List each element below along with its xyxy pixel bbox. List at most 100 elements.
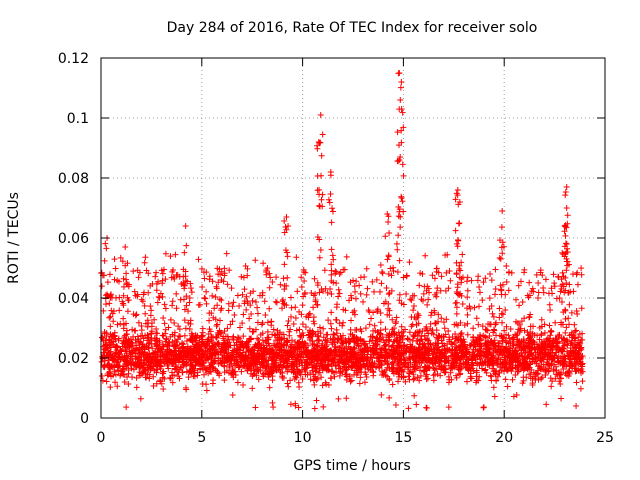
data-point <box>548 327 555 334</box>
data-point <box>171 348 178 355</box>
data-point <box>246 315 253 322</box>
data-point <box>259 362 266 369</box>
data-point <box>334 301 341 308</box>
data-point <box>129 340 136 347</box>
y-tick-label: 0.04 <box>58 291 89 307</box>
data-point <box>378 352 385 359</box>
data-point <box>500 243 507 250</box>
data-point <box>443 316 450 323</box>
data-point <box>385 213 392 220</box>
data-point <box>475 303 482 310</box>
data-point <box>553 295 560 302</box>
data-point <box>426 363 433 370</box>
data-point <box>140 335 147 342</box>
data-point <box>319 382 326 389</box>
data-point <box>563 184 570 190</box>
data-point <box>168 274 175 281</box>
data-point <box>306 328 313 335</box>
data-point <box>538 323 545 330</box>
data-point <box>120 325 127 332</box>
data-point <box>260 371 267 378</box>
data-point <box>555 358 562 365</box>
data-point <box>237 343 244 350</box>
data-point <box>499 311 506 318</box>
data-point <box>301 289 308 296</box>
data-point <box>424 347 431 354</box>
data-point <box>395 232 402 239</box>
data-point <box>383 349 390 356</box>
data-point <box>555 273 562 280</box>
data-point <box>327 375 334 382</box>
data-point <box>183 338 190 345</box>
data-point <box>179 344 186 351</box>
data-point <box>481 341 488 348</box>
data-point <box>240 381 247 388</box>
data-point <box>563 341 570 348</box>
data-point <box>409 321 416 328</box>
data-point <box>341 361 348 368</box>
data-point <box>395 158 402 165</box>
data-point <box>103 245 110 252</box>
data-point <box>467 370 474 377</box>
data-point <box>120 302 127 309</box>
data-point <box>153 280 160 287</box>
data-point <box>468 277 475 284</box>
data-point <box>305 342 312 349</box>
data-point <box>475 321 482 328</box>
data-point <box>520 374 527 381</box>
data-point <box>237 324 244 331</box>
data-point <box>319 367 326 374</box>
data-point <box>203 366 210 373</box>
data-point <box>112 336 119 343</box>
data-point <box>133 342 140 349</box>
data-point <box>154 353 161 360</box>
data-point <box>500 368 507 375</box>
data-point <box>241 286 248 293</box>
data-point <box>514 368 521 375</box>
data-point <box>355 342 362 349</box>
data-point <box>513 341 520 348</box>
data-point <box>134 291 141 298</box>
data-point <box>143 267 150 274</box>
data-point <box>464 294 471 301</box>
data-point <box>571 365 578 372</box>
data-point <box>415 345 422 352</box>
data-point <box>502 337 509 344</box>
data-point <box>208 368 215 375</box>
data-point <box>423 355 430 362</box>
data-point <box>203 341 210 348</box>
data-point <box>333 326 340 333</box>
data-point <box>488 303 495 310</box>
data-point <box>203 288 210 295</box>
data-point <box>348 317 355 324</box>
data-point <box>120 371 127 378</box>
data-point <box>169 360 176 367</box>
data-point <box>229 365 236 372</box>
data-point <box>361 348 368 355</box>
data-point <box>396 257 403 264</box>
data-point <box>530 373 537 380</box>
data-point <box>107 323 114 330</box>
data-point <box>262 312 269 319</box>
data-point <box>159 293 166 300</box>
data-point <box>210 359 217 366</box>
data-point <box>182 384 189 391</box>
data-point <box>515 282 522 289</box>
data-point <box>160 343 167 350</box>
data-point <box>216 317 223 324</box>
data-point <box>175 373 182 380</box>
data-point <box>123 404 130 411</box>
data-point <box>386 290 393 297</box>
data-point <box>216 372 223 379</box>
data-point <box>535 294 541 301</box>
data-point <box>159 349 166 356</box>
data-point <box>166 348 173 355</box>
data-point <box>551 280 558 287</box>
data-point <box>425 296 432 303</box>
data-point <box>558 335 565 342</box>
data-point <box>399 336 406 343</box>
data-point <box>215 355 222 362</box>
data-point <box>552 375 559 382</box>
data-point <box>163 351 170 358</box>
data-point <box>482 275 489 282</box>
